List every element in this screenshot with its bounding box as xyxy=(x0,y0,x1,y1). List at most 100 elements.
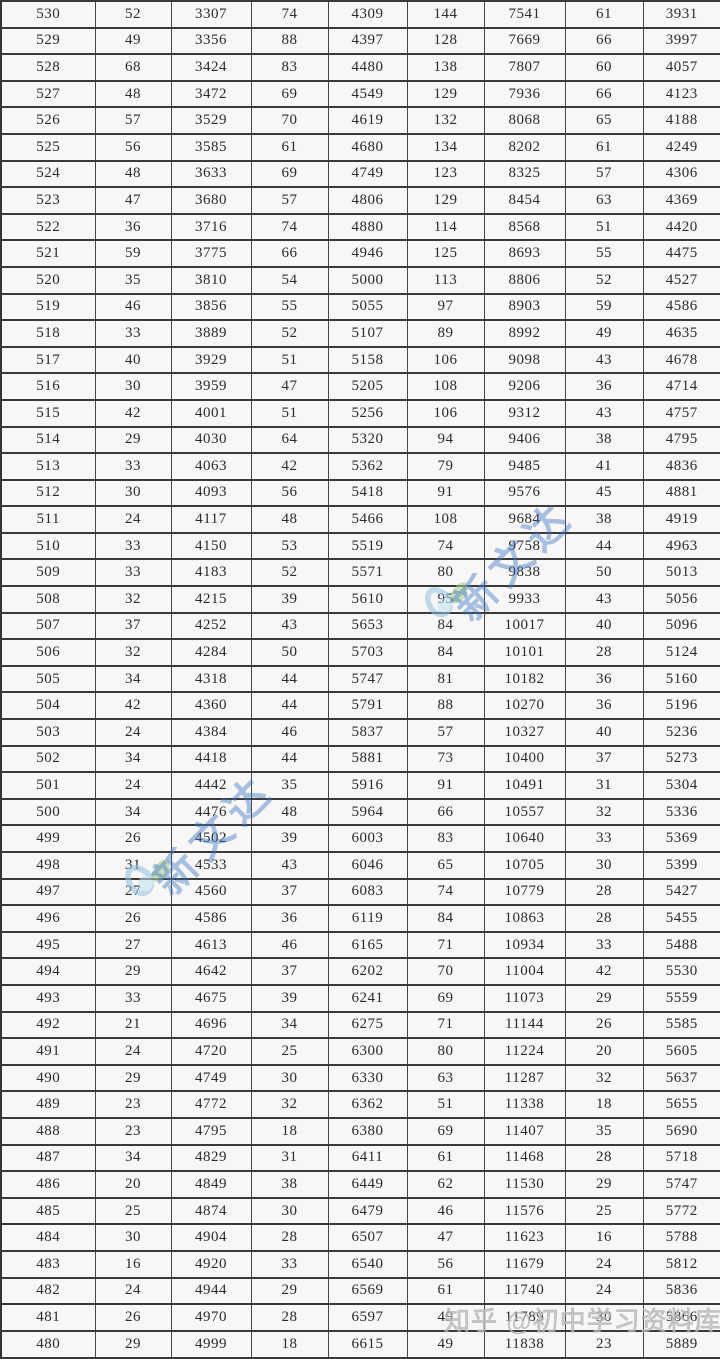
value-cell: 56 xyxy=(250,479,329,507)
value-cell: 11740 xyxy=(483,1277,566,1305)
value-cell: 114 xyxy=(406,213,485,241)
value-cell: 35 xyxy=(250,772,329,799)
value-cell: 6046 xyxy=(327,852,408,879)
value-cell: 65 xyxy=(564,107,644,134)
score-cell: 511 xyxy=(0,506,96,533)
value-cell: 55 xyxy=(250,293,329,321)
table-row: 517 40 3929 51 5158 106 9098 43 4678 xyxy=(0,346,720,374)
value-cell: 49 xyxy=(94,27,172,55)
value-cell: 5013 xyxy=(642,559,720,587)
value-cell: 5399 xyxy=(642,852,720,879)
table-row: 495 27 4613 46 6165 71 10934 33 5488 xyxy=(0,931,720,959)
value-cell: 24 xyxy=(94,1277,172,1305)
table-row: 518 33 3889 52 5107 89 8992 49 4635 xyxy=(0,320,720,347)
score-cell: 480 xyxy=(0,1330,96,1358)
value-cell: 4904 xyxy=(170,1224,252,1251)
value-cell: 6615 xyxy=(327,1330,408,1358)
value-cell: 10327 xyxy=(483,719,566,746)
value-cell: 16 xyxy=(94,1250,172,1278)
value-cell: 40 xyxy=(94,346,172,374)
value-cell: 10101 xyxy=(483,639,566,666)
value-cell: 10491 xyxy=(483,772,566,799)
value-cell: 3959 xyxy=(170,373,252,400)
value-cell: 29 xyxy=(94,1064,172,1092)
value-cell: 69 xyxy=(406,984,485,1012)
value-cell: 37 xyxy=(94,612,172,640)
score-cell: 501 xyxy=(0,772,96,799)
value-cell: 73 xyxy=(406,745,485,773)
value-cell: 5585 xyxy=(642,1011,720,1039)
value-cell: 29 xyxy=(94,1330,172,1358)
value-cell: 84 xyxy=(406,639,485,666)
value-cell: 5791 xyxy=(327,692,408,720)
value-cell: 52 xyxy=(250,559,329,587)
value-cell: 4944 xyxy=(170,1277,252,1305)
value-cell: 9933 xyxy=(483,586,566,613)
value-cell: 59 xyxy=(94,240,172,267)
score-cell: 483 xyxy=(0,1250,96,1278)
value-cell: 6569 xyxy=(327,1277,408,1305)
value-cell: 51 xyxy=(406,1091,485,1118)
value-cell: 47 xyxy=(94,187,172,214)
value-cell: 6083 xyxy=(327,878,408,906)
value-cell: 4829 xyxy=(170,1144,252,1172)
value-cell: 5427 xyxy=(642,878,720,906)
value-cell: 36 xyxy=(564,692,644,720)
value-cell: 36 xyxy=(564,665,644,693)
table-row: 487 34 4829 31 6411 61 11468 28 5718 xyxy=(0,1144,720,1172)
value-cell: 24 xyxy=(564,1250,644,1278)
value-cell: 25 xyxy=(250,1038,329,1065)
value-cell: 46 xyxy=(250,719,329,746)
value-cell: 28 xyxy=(564,639,644,666)
value-cell: 9758 xyxy=(483,532,566,560)
value-cell: 30 xyxy=(250,1064,329,1092)
value-cell: 81 xyxy=(406,665,485,693)
value-cell: 49 xyxy=(564,320,644,347)
value-cell: 29 xyxy=(94,958,172,985)
value-cell: 5056 xyxy=(642,586,720,613)
value-cell: 37 xyxy=(250,958,329,985)
value-cell: 5837 xyxy=(327,719,408,746)
value-cell: 27 xyxy=(94,931,172,959)
table-row: 497 27 4560 37 6083 74 10779 28 5427 xyxy=(0,878,720,906)
value-cell: 5866 xyxy=(642,1304,720,1331)
table-row: 498 31 4533 43 6046 65 10705 30 5399 xyxy=(0,852,720,879)
value-cell: 4880 xyxy=(327,213,408,241)
value-cell: 5205 xyxy=(327,373,408,400)
value-cell: 4384 xyxy=(170,719,252,746)
value-cell: 42 xyxy=(94,399,172,427)
value-cell: 46 xyxy=(406,1197,485,1225)
value-cell: 69 xyxy=(250,80,329,108)
value-cell: 3929 xyxy=(170,346,252,374)
value-cell: 5916 xyxy=(327,772,408,799)
value-cell: 5747 xyxy=(642,1171,720,1198)
score-cell: 499 xyxy=(0,825,96,852)
value-cell: 6275 xyxy=(327,1011,408,1039)
value-cell: 5336 xyxy=(642,798,720,826)
value-cell: 6119 xyxy=(327,905,408,932)
value-cell: 26 xyxy=(94,825,172,852)
value-cell: 35 xyxy=(94,266,172,294)
value-cell: 4635 xyxy=(642,320,720,347)
value-cell: 6003 xyxy=(327,825,408,852)
score-cell: 498 xyxy=(0,852,96,879)
value-cell: 46 xyxy=(94,293,172,321)
value-cell: 8806 xyxy=(483,266,566,294)
value-cell: 4001 xyxy=(170,399,252,427)
table-row: 520 35 3810 54 5000 113 8806 52 4527 xyxy=(0,266,720,294)
value-cell: 39 xyxy=(250,586,329,613)
value-cell: 3529 xyxy=(170,107,252,134)
value-cell: 5096 xyxy=(642,612,720,640)
value-cell: 5571 xyxy=(327,559,408,587)
value-cell: 3810 xyxy=(170,266,252,294)
table-row: 486 20 4849 38 6449 62 11530 29 5747 xyxy=(0,1171,720,1198)
value-cell: 10863 xyxy=(483,905,566,932)
value-cell: 63 xyxy=(564,187,644,214)
value-cell: 43 xyxy=(564,399,644,427)
value-cell: 134 xyxy=(406,133,485,161)
value-cell: 3585 xyxy=(170,133,252,161)
value-cell: 18 xyxy=(250,1117,329,1145)
value-cell: 4369 xyxy=(642,187,720,214)
value-cell: 44 xyxy=(250,692,329,720)
value-cell: 3716 xyxy=(170,213,252,241)
